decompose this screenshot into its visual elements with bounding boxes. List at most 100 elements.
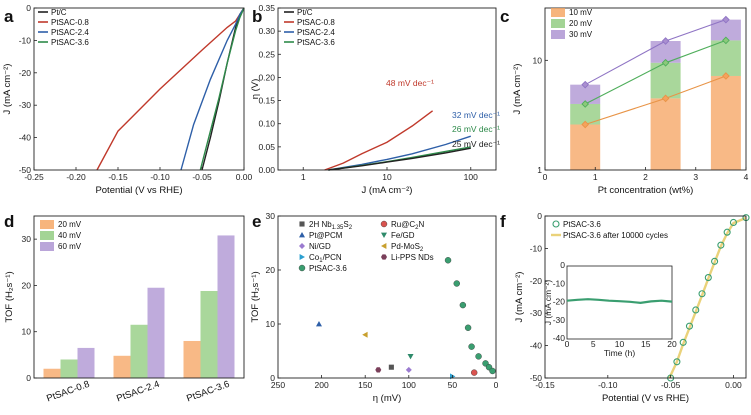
f-point-initial (698, 290, 706, 298)
f-inset-xtick-label: 10 (615, 339, 625, 349)
a-xtick-label: -0.25 (24, 172, 44, 182)
d-plot-frame (33, 215, 245, 379)
e-point-Ni/GD (405, 366, 412, 373)
b-slope-annotation: 48 mV dec⁻¹ (386, 78, 434, 88)
c-bar-30 mV (710, 19, 741, 41)
e-plot-frame (277, 215, 497, 379)
f-inset-x-axis-label: Time (h) (604, 348, 635, 358)
f-ytick-label: -50 (530, 373, 543, 383)
f-inset-xtick-label: 15 (641, 339, 651, 349)
f-legend-marker (552, 220, 560, 228)
e-legend-label: Ni/GD (309, 242, 331, 251)
c-ytick-label: 10 (533, 55, 543, 65)
c-point-20 mV (661, 58, 670, 67)
e-legend-marker (299, 243, 305, 249)
e-x-axis-label: η (mV) (373, 393, 402, 404)
e-legend-marker (298, 264, 306, 272)
e-legend-label-part: Pt@PCM (309, 231, 343, 240)
e-xtick-label: 0 (494, 380, 499, 390)
panel-label-e: e (252, 212, 261, 231)
panel-label-d: d (4, 212, 14, 231)
d-ytick-label: 10 (22, 327, 32, 337)
f-y-axis-label: J (mA cm⁻²) (514, 272, 525, 323)
f-point-initial (673, 358, 681, 366)
a-xtick-label: 0.00 (236, 172, 253, 182)
b-legend-label: PtSAC-3.6 (297, 38, 335, 47)
f-inset-frame (566, 265, 673, 340)
f-xtick-label: -0.15 (535, 380, 555, 390)
e-point-PtSAC-3.6 (464, 324, 472, 331)
b-xtick-label: 1 (301, 172, 306, 182)
a-xtick-label: -0.05 (192, 172, 212, 182)
f-point-initial (679, 338, 687, 346)
e-xtick-label: 200 (315, 380, 329, 390)
e-legend-marker (299, 232, 305, 238)
e-legend-label-part: /PCN (323, 253, 342, 262)
c-ytick-label: 1 (537, 165, 542, 175)
b-y-axis-label: η (V) (250, 79, 261, 100)
a-series-PtSAC-2.4 (180, 7, 245, 171)
c-point-20 mV (722, 36, 730, 45)
c-point-10 mV (722, 72, 730, 80)
a-y-axis-label: J (mA cm⁻²) (2, 64, 13, 115)
d-ytick-label: 20 (22, 280, 32, 290)
d-ytick-label: 30 (22, 234, 32, 244)
f-point-initial (711, 257, 719, 265)
c-bar-20 mV (650, 62, 681, 99)
c-legend-label: 20 mV (569, 19, 593, 28)
e-point-PtSAC-3.6 (489, 367, 496, 375)
c-point-20 mV (581, 100, 590, 108)
e-y-axis-label: TOF (H₂s⁻¹) (250, 271, 261, 322)
a-x-axis-label: Potential (V vs RHE) (95, 185, 182, 196)
a-xtick-label: -0.15 (108, 172, 128, 182)
f-inset-ytick-label: -30 (553, 315, 566, 325)
d-legend-swatch (40, 242, 54, 251)
e-legend-label-part: 2 (349, 225, 353, 231)
e-point-PtSAC-3.6 (453, 280, 460, 287)
e-legend-label: Ru@C2N (391, 220, 424, 231)
e-legend-label-part: 2 (420, 247, 424, 253)
e-legend-label-part: N (418, 220, 424, 229)
b-xtick-label: 100 (464, 172, 478, 182)
a-legend-label: Pt/C (51, 8, 67, 17)
e-legend-label: Co1/PCN (309, 253, 342, 264)
e-legend-label-part: PtSAC-3.6 (309, 264, 347, 273)
a-ytick-label: -10 (19, 35, 32, 45)
d-bar-20 mV (43, 368, 61, 378)
a-ytick-label: -50 (19, 165, 32, 175)
panel-label-f: f (500, 212, 506, 231)
f-ytick-label: -40 (530, 341, 543, 351)
e-xtick-label: 250 (271, 380, 285, 390)
e-ytick-label: 30 (266, 211, 276, 221)
c-point-10 mV (581, 120, 590, 129)
f-point-initial (685, 322, 694, 330)
f-point-initial (704, 274, 712, 282)
d-legend-swatch (40, 220, 54, 229)
c-xtick-label: 2 (643, 172, 648, 182)
f-series-after (668, 216, 747, 379)
b-ytick-label: 0.00 (258, 165, 275, 175)
e-legend-label: Pt@PCM (309, 231, 343, 240)
d-bar-20 mV (183, 340, 201, 378)
c-bar-20 mV (710, 40, 741, 76)
c-bar-10 mV (650, 98, 681, 170)
e-legend-label-part: Fe/GD (391, 231, 415, 240)
e-point-PtSAC-3.6 (468, 343, 475, 350)
e-legend-label-part: 1.35 (332, 225, 344, 231)
e-legend-marker (299, 254, 305, 260)
f-ytick-label: -30 (530, 308, 543, 318)
e-legend-label: Pd-MoS2 (391, 242, 424, 253)
d-legend-swatch (40, 231, 54, 240)
a-legend-label: PtSAC-0.8 (51, 18, 89, 27)
a-legend-label: PtSAC-2.4 (51, 28, 89, 37)
b-slope-annotation: 25 mV dec⁻¹ (452, 139, 500, 149)
d-bar-40 mV (130, 324, 148, 378)
a-plot-frame (33, 7, 245, 171)
e-xtick-label: 100 (402, 380, 416, 390)
panel-label-a: a (4, 7, 14, 26)
d-category-label: PtSAC-3.6 (185, 379, 231, 405)
c-legend-swatch (551, 8, 565, 17)
e-legend-label-part: 2H Nb (309, 220, 332, 229)
f-point-initial (717, 241, 725, 249)
b-x-axis-label: J (mA cm⁻²) (362, 185, 413, 196)
